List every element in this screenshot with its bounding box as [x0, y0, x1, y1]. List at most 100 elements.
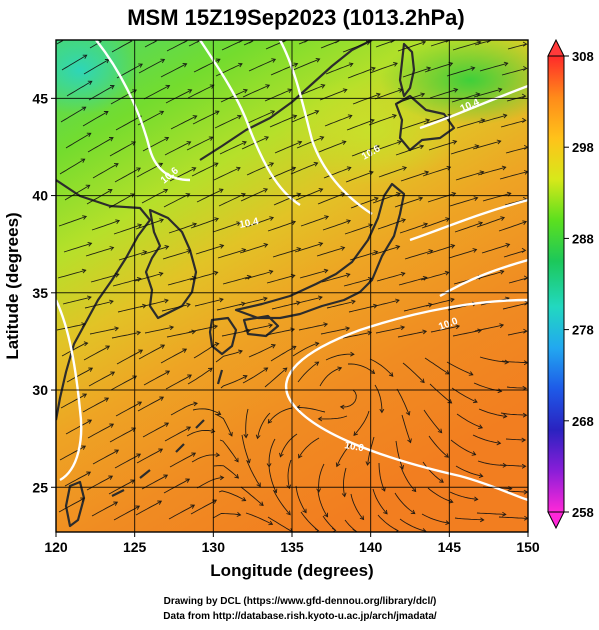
streamline-arrowhead	[88, 367, 94, 372]
streamline-arrowhead	[236, 512, 242, 517]
streamline-arrowhead	[259, 501, 264, 506]
colorbar-tick-label: 288	[572, 231, 594, 246]
streamline-arrowhead	[522, 412, 528, 418]
streamline-arrowhead	[318, 187, 324, 193]
streamline-arrowhead	[87, 419, 93, 424]
streamline-arrowhead	[191, 167, 197, 172]
colorbar: 308 298 288 278 268 258	[547, 38, 594, 530]
streamline	[193, 343, 219, 359]
streamline-arrowhead	[313, 161, 319, 167]
streamline-arrowhead	[410, 509, 416, 515]
streamline-arrowhead	[135, 505, 141, 510]
streamline	[118, 251, 147, 261]
streamline-arrowhead	[421, 528, 427, 532]
streamline	[404, 250, 433, 260]
streamline	[344, 224, 373, 235]
land-sakhalin	[398, 42, 416, 98]
streamline-arrowhead	[497, 87, 503, 93]
colorbar-tick-label: 308	[572, 49, 594, 64]
streamline-arrowhead	[444, 270, 450, 276]
streamline-arrowhead	[264, 136, 269, 141]
streamline-arrowhead	[81, 268, 87, 274]
streamline	[500, 119, 526, 128]
land-kyushu	[208, 316, 238, 356]
streamline	[267, 407, 293, 424]
streamline-arrowhead	[185, 478, 191, 483]
streamline	[114, 167, 141, 183]
streamline-arrowhead	[237, 114, 242, 120]
streamline	[400, 171, 429, 182]
streamline-arrowhead	[192, 115, 198, 120]
streamline	[506, 386, 527, 389]
streamline-arrowhead	[185, 193, 191, 198]
streamline	[429, 383, 452, 404]
streamline	[320, 327, 350, 335]
streamline	[369, 62, 398, 74]
streamline	[84, 300, 114, 309]
streamline	[402, 362, 425, 383]
streamline-arrowhead	[350, 351, 355, 357]
streamline-arrowhead	[109, 246, 115, 251]
contour-northeast-a	[419, 84, 528, 130]
streamline	[369, 358, 394, 377]
streamline	[83, 345, 110, 361]
streamline	[318, 415, 348, 420]
streamline-arrowhead	[271, 344, 276, 349]
streamline	[295, 188, 323, 201]
streamline	[274, 141, 302, 154]
streamline-arrowhead	[394, 528, 399, 532]
streamline-arrowhead	[186, 249, 192, 254]
streamline-arrowhead	[81, 322, 87, 328]
streamline	[195, 244, 224, 255]
streamline-arrowhead	[160, 58, 166, 64]
colorbar-tick-label: 258	[572, 505, 594, 520]
streamline	[397, 330, 427, 338]
streamline	[293, 296, 323, 305]
streamline-arrowhead	[136, 453, 142, 458]
streamline	[85, 247, 114, 257]
streamline	[295, 485, 307, 513]
streamline	[165, 374, 192, 390]
streamline-arrowhead	[473, 196, 479, 202]
streamline-arrowhead	[453, 87, 459, 93]
streamline-arrowhead	[422, 329, 428, 335]
streamline-arrowhead	[138, 349, 144, 354]
streamline-arrowhead	[426, 66, 432, 72]
streamline	[143, 85, 170, 100]
streamline-arrowhead	[208, 367, 213, 373]
streamline	[377, 514, 399, 532]
streamline	[82, 111, 109, 127]
streamline	[476, 217, 505, 228]
streamline-arrowhead	[187, 374, 192, 379]
streamline-arrowhead	[522, 41, 528, 47]
streamline-arrowhead	[218, 188, 224, 193]
streamline-arrowhead	[219, 475, 225, 481]
streamline-arrowhead	[351, 299, 356, 305]
streamline	[472, 434, 501, 444]
streamline	[397, 41, 426, 52]
streamline-arrowhead	[164, 298, 169, 304]
streamline-arrowhead	[472, 248, 478, 253]
streamline	[65, 419, 92, 435]
streamline	[475, 270, 504, 280]
streamline-arrowhead	[323, 268, 329, 274]
streamline-arrowhead	[340, 246, 346, 251]
streamline-arrowhead	[317, 416, 323, 422]
streamline	[215, 350, 243, 363]
streamline-arrowhead	[379, 408, 385, 414]
streamline-arrowhead	[315, 57, 321, 63]
streamline-arrowhead	[455, 324, 461, 330]
streamline	[245, 408, 249, 438]
streamline-arrowhead	[365, 40, 371, 46]
streamline	[60, 393, 87, 409]
streamline-arrowhead	[279, 452, 284, 458]
streamline-arrowhead	[109, 299, 114, 305]
streamline	[217, 249, 246, 259]
streamline-arrowhead	[114, 326, 120, 332]
y-tick-label: 40	[32, 188, 48, 204]
streamline-arrowhead	[164, 136, 170, 142]
streamline-arrowhead	[319, 135, 325, 141]
streamline-arrowhead	[265, 84, 271, 89]
streamline	[454, 222, 483, 233]
streamline	[58, 215, 87, 227]
